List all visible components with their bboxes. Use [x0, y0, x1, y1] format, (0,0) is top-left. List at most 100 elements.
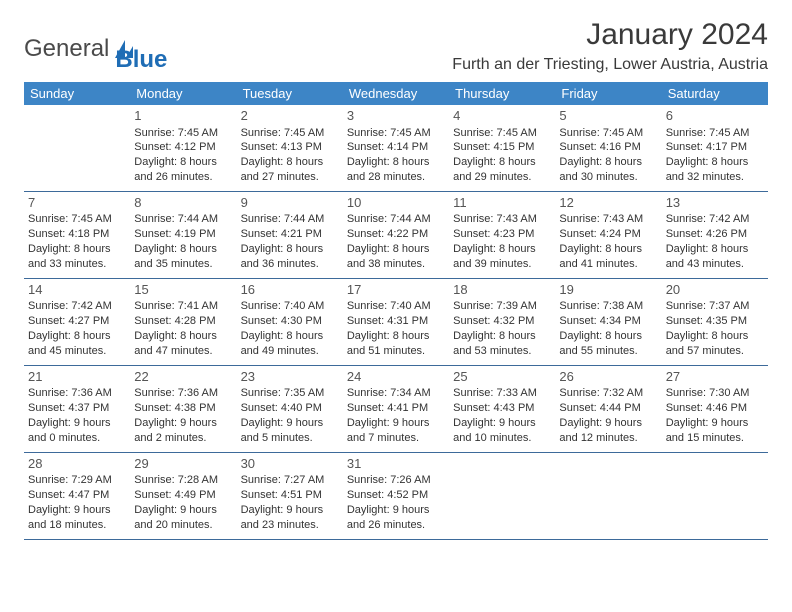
daylight-text: and 49 minutes.: [241, 344, 339, 359]
calendar-day-cell: 15Sunrise: 7:41 AMSunset: 4:28 PMDayligh…: [130, 278, 236, 365]
daylight-text: and 53 minutes.: [453, 344, 551, 359]
daylight-text: and 30 minutes.: [559, 170, 657, 185]
sunrise-text: Sunrise: 7:44 AM: [241, 212, 339, 227]
daylight-text: and 36 minutes.: [241, 257, 339, 272]
sunrise-text: Sunrise: 7:27 AM: [241, 473, 339, 488]
day-number: 18: [453, 281, 551, 299]
sunrise-text: Sunrise: 7:26 AM: [347, 473, 445, 488]
daylight-text: Daylight: 8 hours: [559, 242, 657, 257]
daylight-text: Daylight: 9 hours: [347, 503, 445, 518]
sunset-text: Sunset: 4:37 PM: [28, 401, 126, 416]
location: Furth an der Triesting, Lower Austria, A…: [452, 56, 768, 74]
calendar-day-cell: 6Sunrise: 7:45 AMSunset: 4:17 PMDaylight…: [662, 105, 768, 191]
daylight-text: Daylight: 8 hours: [347, 329, 445, 344]
daylight-text: Daylight: 8 hours: [241, 242, 339, 257]
weekday-header: Thursday: [449, 82, 555, 105]
day-number: 11: [453, 194, 551, 212]
calendar-week-row: 14Sunrise: 7:42 AMSunset: 4:27 PMDayligh…: [24, 278, 768, 365]
calendar-day-cell: 7Sunrise: 7:45 AMSunset: 4:18 PMDaylight…: [24, 191, 130, 278]
daylight-text: Daylight: 9 hours: [559, 416, 657, 431]
calendar-day-cell: 12Sunrise: 7:43 AMSunset: 4:24 PMDayligh…: [555, 191, 661, 278]
day-number: 25: [453, 368, 551, 386]
sunrise-text: Sunrise: 7:32 AM: [559, 386, 657, 401]
sunrise-text: Sunrise: 7:30 AM: [666, 386, 764, 401]
daylight-text: and 18 minutes.: [28, 518, 126, 533]
calendar-week-row: 1Sunrise: 7:45 AMSunset: 4:12 PMDaylight…: [24, 105, 768, 191]
calendar-day-cell: 28Sunrise: 7:29 AMSunset: 4:47 PMDayligh…: [24, 452, 130, 539]
sunset-text: Sunset: 4:46 PM: [666, 401, 764, 416]
sunset-text: Sunset: 4:12 PM: [134, 140, 232, 155]
daylight-text: and 55 minutes.: [559, 344, 657, 359]
sunrise-text: Sunrise: 7:43 AM: [453, 212, 551, 227]
daylight-text: and 33 minutes.: [28, 257, 126, 272]
weekday-header: Sunday: [24, 82, 130, 105]
logo-text-general: General: [24, 35, 109, 63]
weekday-header: Wednesday: [343, 82, 449, 105]
sunrise-text: Sunrise: 7:40 AM: [347, 299, 445, 314]
daylight-text: Daylight: 8 hours: [559, 155, 657, 170]
logo: General Blue: [24, 24, 167, 74]
daylight-text: and 26 minutes.: [347, 518, 445, 533]
sunset-text: Sunset: 4:31 PM: [347, 314, 445, 329]
daylight-text: and 32 minutes.: [666, 170, 764, 185]
sunrise-text: Sunrise: 7:33 AM: [453, 386, 551, 401]
daylight-text: Daylight: 9 hours: [453, 416, 551, 431]
daylight-text: Daylight: 8 hours: [134, 329, 232, 344]
day-number: 16: [241, 281, 339, 299]
daylight-text: Daylight: 8 hours: [453, 329, 551, 344]
day-number: 24: [347, 368, 445, 386]
calendar-day-cell: 11Sunrise: 7:43 AMSunset: 4:23 PMDayligh…: [449, 191, 555, 278]
calendar-day-cell: 13Sunrise: 7:42 AMSunset: 4:26 PMDayligh…: [662, 191, 768, 278]
calendar-day-cell: [662, 452, 768, 539]
daylight-text: Daylight: 8 hours: [559, 329, 657, 344]
daylight-text: and 29 minutes.: [453, 170, 551, 185]
header: General Blue January 2024 Furth an der T…: [24, 18, 768, 80]
day-number: 27: [666, 368, 764, 386]
day-number: 7: [28, 194, 126, 212]
calendar-week-row: 7Sunrise: 7:45 AMSunset: 4:18 PMDaylight…: [24, 191, 768, 278]
day-number: 8: [134, 194, 232, 212]
day-number: 28: [28, 455, 126, 473]
calendar-day-cell: 31Sunrise: 7:26 AMSunset: 4:52 PMDayligh…: [343, 452, 449, 539]
sunset-text: Sunset: 4:28 PM: [134, 314, 232, 329]
sunset-text: Sunset: 4:34 PM: [559, 314, 657, 329]
day-number: 10: [347, 194, 445, 212]
daylight-text: Daylight: 8 hours: [347, 155, 445, 170]
daylight-text: and 45 minutes.: [28, 344, 126, 359]
sunset-text: Sunset: 4:44 PM: [559, 401, 657, 416]
sunset-text: Sunset: 4:27 PM: [28, 314, 126, 329]
calendar-week-row: 28Sunrise: 7:29 AMSunset: 4:47 PMDayligh…: [24, 452, 768, 539]
day-number: 3: [347, 107, 445, 125]
sunrise-text: Sunrise: 7:45 AM: [559, 126, 657, 141]
daylight-text: Daylight: 8 hours: [134, 242, 232, 257]
sunrise-text: Sunrise: 7:44 AM: [134, 212, 232, 227]
sunset-text: Sunset: 4:24 PM: [559, 227, 657, 242]
calendar-day-cell: [555, 452, 661, 539]
daylight-text: Daylight: 8 hours: [28, 329, 126, 344]
day-number: 12: [559, 194, 657, 212]
calendar-day-cell: 21Sunrise: 7:36 AMSunset: 4:37 PMDayligh…: [24, 365, 130, 452]
daylight-text: Daylight: 8 hours: [241, 329, 339, 344]
sunrise-text: Sunrise: 7:40 AM: [241, 299, 339, 314]
sunrise-text: Sunrise: 7:36 AM: [28, 386, 126, 401]
day-number: 31: [347, 455, 445, 473]
sunrise-text: Sunrise: 7:37 AM: [666, 299, 764, 314]
daylight-text: Daylight: 9 hours: [134, 416, 232, 431]
month-title: January 2024: [452, 18, 768, 52]
sunset-text: Sunset: 4:17 PM: [666, 140, 764, 155]
day-number: 29: [134, 455, 232, 473]
daylight-text: and 47 minutes.: [134, 344, 232, 359]
daylight-text: and 57 minutes.: [666, 344, 764, 359]
sunrise-text: Sunrise: 7:38 AM: [559, 299, 657, 314]
daylight-text: and 0 minutes.: [28, 431, 126, 446]
calendar-day-cell: 2Sunrise: 7:45 AMSunset: 4:13 PMDaylight…: [237, 105, 343, 191]
sunrise-text: Sunrise: 7:39 AM: [453, 299, 551, 314]
sunset-text: Sunset: 4:21 PM: [241, 227, 339, 242]
sunrise-text: Sunrise: 7:28 AM: [134, 473, 232, 488]
calendar-day-cell: [449, 452, 555, 539]
sunset-text: Sunset: 4:14 PM: [347, 140, 445, 155]
day-number: 26: [559, 368, 657, 386]
sunrise-text: Sunrise: 7:45 AM: [134, 126, 232, 141]
sunset-text: Sunset: 4:23 PM: [453, 227, 551, 242]
sunrise-text: Sunrise: 7:36 AM: [134, 386, 232, 401]
